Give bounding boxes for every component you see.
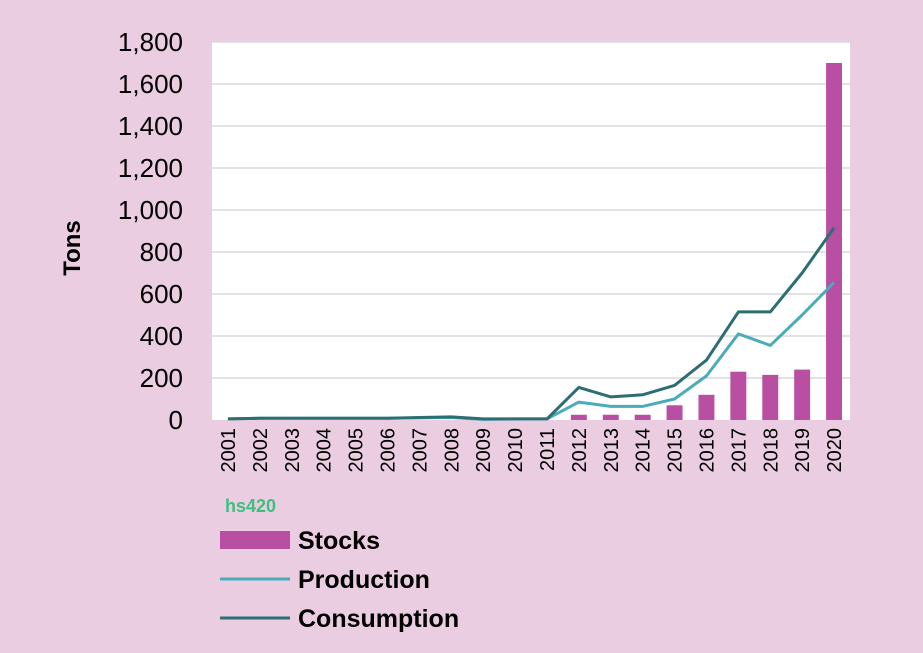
logo-text: hs420: [225, 496, 276, 516]
stocks-bar: [762, 375, 778, 420]
x-tick-label: 2008: [441, 428, 463, 473]
x-tick-label: 2018: [760, 428, 782, 473]
x-tick-label: 2011: [537, 428, 559, 471]
legend-label-consumption: Consumption: [298, 605, 459, 633]
y-tick-label: 200: [140, 363, 183, 393]
stocks-bar: [826, 63, 842, 420]
y-tick-label: 1,200: [118, 153, 183, 183]
y-axis-title: Tons: [59, 220, 86, 276]
x-tick-label: 2001: [218, 428, 240, 473]
x-tick-label: 2010: [505, 428, 527, 473]
legend-label-production: Production: [298, 566, 430, 594]
stocks-bar: [698, 395, 714, 420]
y-tick-label: 400: [140, 321, 183, 351]
stocks-bar: [794, 370, 810, 420]
x-tick-label: 2019: [792, 428, 814, 473]
y-tick-label: 1,000: [118, 195, 183, 225]
legend: Stocks Production Consumption: [220, 527, 459, 633]
x-tick-label: 2013: [601, 428, 623, 473]
x-tick-label: 2009: [473, 428, 495, 473]
x-tick-label: 2005: [346, 428, 368, 473]
stocks-bar: [667, 405, 683, 420]
y-tick-label: 600: [140, 279, 183, 309]
y-axis-ticks: 0 200 400 600 800 1,000 1,200 1,400 1,600 1,800: [118, 27, 183, 435]
x-tick-label: 2004: [314, 428, 336, 473]
x-tick-label: 2017: [728, 428, 750, 473]
y-tick-label: 0: [169, 405, 183, 435]
stocks-bar: [571, 415, 587, 420]
y-tick-label: 1,400: [118, 111, 183, 141]
stocks-bar: [635, 415, 651, 420]
y-tick-label: 1,800: [118, 27, 183, 57]
stocks-bar: [730, 372, 746, 420]
x-tick-label: 2012: [569, 428, 591, 473]
x-tick-label: 2003: [282, 428, 304, 473]
stocks-bar: [603, 415, 619, 420]
x-tick-label: 2006: [377, 428, 399, 473]
logo: hs420: [225, 496, 276, 516]
y-tick-label: 800: [140, 237, 183, 267]
x-tick-label: 2014: [633, 428, 655, 473]
x-tick-label: 2007: [409, 428, 431, 473]
x-tick-label: 2015: [665, 428, 687, 473]
legend-swatch-stocks: [220, 531, 290, 549]
plot-area: [212, 42, 850, 420]
x-axis-ticks: 2001 2002 2003 2004 2005 2006 2007 2008 2009 2010…: [218, 428, 846, 473]
x-tick-label: 2020: [824, 428, 846, 473]
x-tick-label: 2002: [250, 428, 272, 473]
x-tick-label: 2016: [696, 428, 718, 473]
chart: 0 200 400 600 800 1,000 1,200 1,400 1,600 1,800 T…: [0, 0, 923, 653]
legend-label-stocks: Stocks: [298, 527, 380, 555]
y-tick-label: 1,600: [118, 69, 183, 99]
